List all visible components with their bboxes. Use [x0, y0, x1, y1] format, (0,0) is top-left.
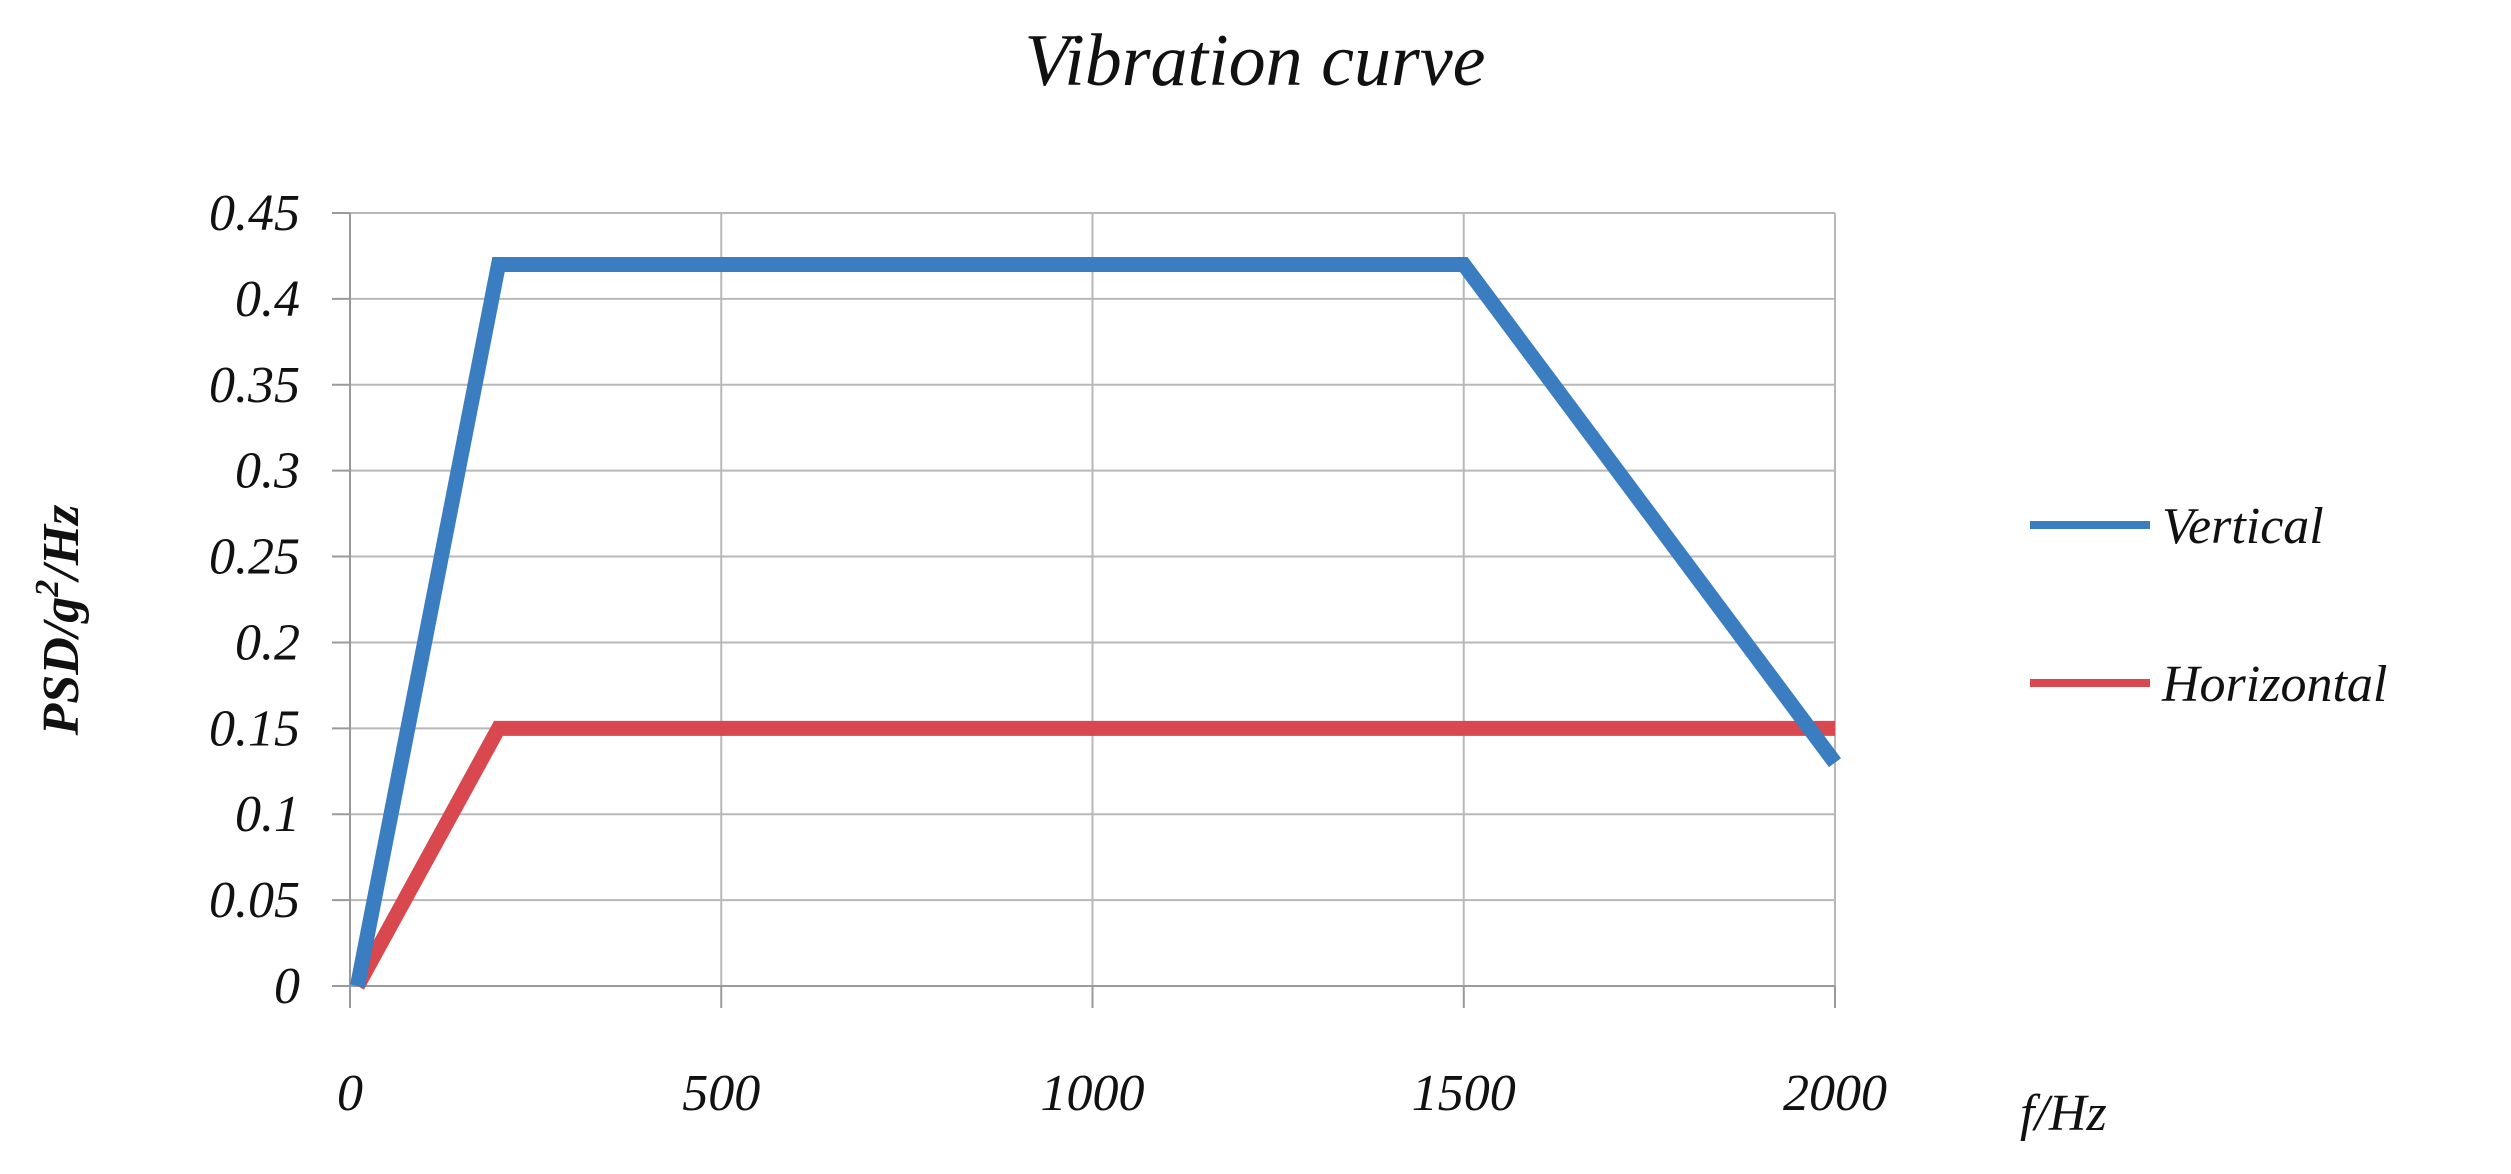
- y-axis-label: PSD/g2/Hz: [29, 504, 90, 737]
- x-axis-label: f/Hz: [2020, 1085, 2107, 1142]
- x-tick-label: 0: [337, 1065, 363, 1122]
- y-axis-label-prefix: PSD/g: [33, 597, 90, 737]
- series-line-vertical: [350, 257, 1842, 988]
- y-axis-label-suffix: /Hz: [33, 504, 90, 584]
- legend-label-vertical: Vertical: [2162, 498, 2324, 555]
- legend: Vertical Horizontal: [2030, 498, 2387, 713]
- y-axis-label-superscript: 2: [29, 580, 66, 598]
- y-tick-label: 0.25: [209, 529, 300, 586]
- x-tick-label: 2000: [1783, 1065, 1887, 1122]
- chart-title: Vibration curve: [1024, 20, 1485, 102]
- x-tick-labels: 0 500 1000 1500 2000: [337, 1065, 1887, 1122]
- series-line-horizontal: [350, 720, 1835, 990]
- y-tick-label: 0.05: [209, 872, 300, 929]
- y-tick-label: 0.2: [235, 614, 300, 671]
- legend-label-horizontal: Horizontal: [2161, 656, 2387, 713]
- y-tick-label: 0.4: [235, 271, 300, 328]
- x-tick-label: 1500: [1412, 1065, 1516, 1122]
- axes: [332, 212, 1836, 1008]
- y-tick-label: 0.1: [235, 786, 300, 843]
- series-lines: [350, 257, 1842, 990]
- y-tick-label: 0.15: [209, 700, 300, 757]
- x-tick-label: 1000: [1041, 1065, 1145, 1122]
- y-tick-label: 0: [274, 958, 300, 1015]
- y-tick-labels: 0 0.05 0.1 0.15 0.2 0.25 0.3 0.35 0.4 0.45: [209, 185, 300, 1015]
- y-tick-label: 0.35: [209, 357, 300, 414]
- grid: [349, 212, 1836, 987]
- y-tick-label: 0.3: [235, 443, 300, 500]
- y-tick-label: 0.45: [209, 185, 300, 242]
- x-tick-label: 500: [682, 1065, 760, 1122]
